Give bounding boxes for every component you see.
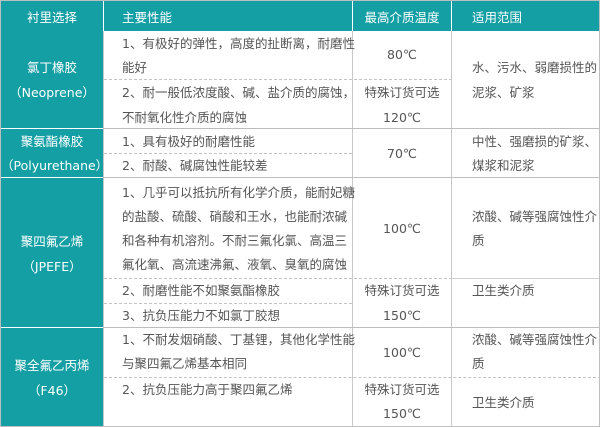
header-performance: 主要性能 <box>122 10 173 25</box>
scope-text: 水、污水、弱磨损性的 <box>472 60 598 75</box>
divider <box>1 327 103 328</box>
temperature: 150℃ <box>383 406 421 421</box>
lining-name: 聚氨酯橡胶 <box>20 134 84 149</box>
header-temperature: 最高介质温度 <box>364 10 440 25</box>
divider <box>103 1 104 31</box>
temperature: 70℃ <box>387 146 417 161</box>
divider <box>103 31 104 426</box>
divider <box>103 128 599 129</box>
lining-code: （Neoprene） <box>9 85 95 100</box>
divider <box>452 278 599 279</box>
scope-text: 浓酸、碱等强腐蚀性介 <box>472 332 598 347</box>
lining-name: 聚全氟乙丙烯 <box>14 358 90 373</box>
divider <box>1 177 103 178</box>
scope-text: 质 <box>472 233 485 248</box>
header-scope: 适用范围 <box>472 10 523 25</box>
performance-text: 氟化氧、高流速沸氟、液氧、臭氧的腐蚀 <box>122 257 348 272</box>
dashed-divider <box>104 377 599 378</box>
temperature: 120℃ <box>383 110 421 125</box>
scope-text: 中性、强磨损的矿浆、 <box>472 134 598 149</box>
header-lining: 衬里选择 <box>26 10 77 25</box>
performance-text: 1、具有极好的耐磨性能 <box>122 134 255 149</box>
dashed-divider <box>104 79 452 80</box>
performance-text: 2、耐磨性能不如聚氨酯橡胶 <box>122 283 280 298</box>
performance-text: 与聚四氟乙烯基本相同 <box>122 356 248 371</box>
performance-text: 不耐氧化性介质的腐蚀 <box>122 110 248 125</box>
temperature-note: 特殊订货可选 <box>364 382 440 397</box>
temperature: 80℃ <box>387 47 417 62</box>
lining-column-bg <box>1 31 103 426</box>
temperature: 100℃ <box>383 221 421 236</box>
lining-name: 聚四氟乙烯 <box>20 234 84 249</box>
performance-text: 2、耐一般低浓度酸、碱、盐介质的腐蚀， <box>122 85 355 100</box>
dashed-divider <box>104 278 452 279</box>
temperature: 100℃ <box>383 345 421 360</box>
divider <box>352 1 353 31</box>
scope-text: 浓酸、碱等强腐蚀性介 <box>472 209 598 224</box>
temperature: 150℃ <box>383 308 421 323</box>
performance-text: 2、抗负压能力高于聚四氟乙烯 <box>122 382 293 397</box>
scope-text: 煤浆和泥浆 <box>472 158 535 173</box>
temperature-note: 特殊订货可选 <box>364 85 440 100</box>
dashed-divider <box>104 303 352 304</box>
performance-text: 1、不耐发烟硝酸、丁基锂，其他化学性能 <box>122 332 355 347</box>
scope-text: 卫生类介质 <box>472 395 535 410</box>
divider <box>1 128 103 129</box>
divider <box>103 177 599 178</box>
performance-text: 能好 <box>122 60 148 75</box>
divider <box>103 327 599 328</box>
divider <box>451 31 452 426</box>
lining-code: （F46） <box>27 383 77 398</box>
performance-text: 的盐酸、硫酸、硝酸和王水，也能耐浓碱 <box>122 209 348 224</box>
lining-name: 氯丁橡胶 <box>26 60 77 75</box>
divider <box>352 31 353 426</box>
performance-text: 2、耐酸、碱腐蚀性能较差 <box>122 158 268 173</box>
scope-text: 卫生类介质 <box>472 283 535 298</box>
lining-code: （Polyurethane） <box>1 158 109 173</box>
performance-text: 1、有极好的弹性，高度的扯断离，耐磨性 <box>122 36 355 51</box>
dashed-divider <box>104 153 352 154</box>
performance-text: 1、几乎可以抵抗所有化学介质，能耐妃糖 <box>122 185 355 200</box>
temperature-note: 特殊订货可选 <box>364 283 440 298</box>
lining-code: （JPEFE） <box>22 259 82 274</box>
scope-text: 质 <box>472 356 485 371</box>
divider <box>451 1 452 31</box>
scope-text: 泥浆、矿浆 <box>472 85 535 100</box>
table-header <box>1 1 599 31</box>
performance-text: 和各种有机溶剂。不耐三氟化氯、高温三 <box>122 233 348 248</box>
performance-text: 3、抗负压能力不如氯丁胶想 <box>122 308 280 323</box>
